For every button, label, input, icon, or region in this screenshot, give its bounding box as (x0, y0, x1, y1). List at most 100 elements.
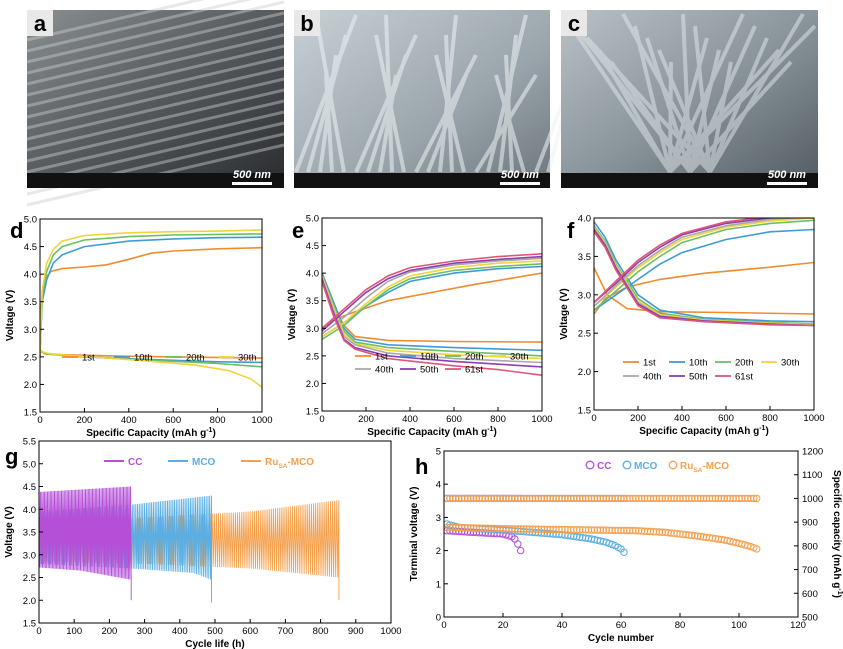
sem-texture-stroke (688, 25, 757, 173)
x-tick-label: 60 (616, 620, 627, 631)
right-axis-tick-label: 700 (802, 565, 818, 576)
legend-label-40th: 40th (643, 372, 662, 383)
plot-area (40, 229, 262, 388)
capacity-point-Ru-MCO (623, 494, 631, 503)
y-tick-label: 2.5 (24, 352, 37, 363)
sem-texture-stroke (668, 37, 709, 173)
sem-texture-stroke (668, 13, 745, 173)
voltage-point-Ru-MCO (466, 524, 475, 532)
legend: CC MCO RuSA-MCO (585, 460, 729, 474)
legend-label-30th: 30th (781, 358, 800, 369)
y-axis-label: Voltage (V) (287, 289, 298, 340)
sem-texture-stroke (633, 25, 672, 173)
y-tick-label: 4.5 (24, 242, 37, 253)
series-1st-charge (322, 272, 542, 329)
x-tick-label: 400 (121, 415, 137, 426)
sem-texture-stroke (426, 74, 468, 173)
voltage-point-MCO (573, 533, 581, 541)
series-61st-discharge (594, 231, 814, 327)
x-axis-label: Cycle life (h) (185, 639, 244, 649)
y-tick-label: 1.5 (23, 619, 36, 630)
y-tick-label: 2.0 (23, 596, 36, 607)
voltage-point-Ru-MCO (691, 532, 699, 540)
capacity-point-Ru-MCO (564, 494, 572, 503)
y-tick-label: 3.5 (306, 296, 319, 307)
capacity-point-Ru-MCO (682, 494, 690, 503)
sem-texture-stroke (26, 0, 253, 53)
y-tick-label: 2.0 (306, 379, 319, 390)
legend-label-1st: 1st (643, 358, 656, 369)
y-tick-label: 3.5 (578, 252, 591, 263)
x-tick-label: 800 (762, 413, 778, 424)
y-tick-label: 4.0 (23, 505, 36, 516)
chart-g: g CC MCO RuSA-MCO 0 100 200 300 400 500 600 700 800 9… (4, 437, 402, 649)
capacity-point-Ru-MCO (593, 494, 602, 503)
legend: 1st 10th 20th 30th 40th 50th 61st (623, 358, 800, 383)
sem-texture-stroke (26, 44, 285, 108)
capacity-point-Ru-MCO (537, 494, 546, 503)
capacity-point-Ru-MCO (720, 494, 728, 503)
sem-texture-stroke (314, 14, 346, 173)
y-tick-label: 3.5 (24, 297, 37, 308)
plot-frame (39, 218, 263, 413)
series-1st-charge (40, 246, 262, 357)
y-axis-label: Terminal voltage (V) (409, 487, 420, 582)
y-tick-label: 4.5 (23, 482, 36, 493)
capacity-point-Ru-MCO (723, 494, 731, 503)
legend-label-30th: 30th (238, 353, 257, 364)
y-tick-label: 2.0 (24, 380, 37, 391)
panel-letter-d: d (10, 218, 23, 243)
voltage-point-Ru-MCO (632, 527, 640, 535)
legend-label-1st: 1st (82, 353, 95, 364)
capacity-point-Ru-MCO (534, 494, 543, 503)
x-tick-label: 200 (76, 415, 92, 426)
legend-label-50th: 50th (689, 372, 708, 383)
sem-texture-stroke (668, 24, 817, 174)
voltage-point-Ru-MCO (573, 526, 581, 534)
legend-label-end: -MCO (287, 457, 314, 468)
x-tick-label: 200 (630, 413, 646, 424)
series-10th-discharge (594, 221, 814, 323)
right-axis-tick-label: 500 (802, 613, 818, 624)
series-20th-charge (594, 219, 814, 311)
capacity-point-Ru-MCO (738, 494, 746, 503)
y-tick-label: 4 (436, 480, 441, 491)
x-tick-label: 800 (313, 626, 329, 637)
voltage-point-CC (514, 540, 522, 548)
sem-texture-stroke (708, 12, 805, 174)
x-axis-label-sup: -1 (206, 427, 212, 434)
sem-texture-stroke (434, 54, 466, 173)
x-tick-label: 900 (348, 626, 364, 637)
panel-letter-e: e (292, 218, 304, 243)
sem-texture-stroke (657, 49, 712, 173)
x-tick-label: 120 (790, 620, 806, 631)
chart-e: e 1st 10th 20th 30th 40th 50th 61st 0 200 400 600 80… (287, 214, 553, 439)
x-tick-label: 800 (490, 414, 506, 425)
plot-frame (593, 217, 815, 411)
x-tick-label: 0 (36, 626, 41, 637)
x-tick-label: 20 (498, 620, 509, 631)
sem-texture-stroke (561, 12, 672, 174)
y-tick-label: 5.0 (23, 459, 36, 470)
x-tick-label: 1000 (380, 626, 401, 637)
x-tick-label: 500 (207, 626, 223, 637)
series-CC (39, 486, 132, 601)
sem-image-c: 500 nm c (561, 10, 818, 188)
capacity-point-Ru-MCO (466, 494, 475, 503)
chart-f: f 1st 10th 20th 30th 40th 50th 61st 0 200 400 600 80… (559, 214, 825, 438)
right-axis-label: Specific capacity (mAh g-1) (831, 470, 843, 598)
x-tick-label: 100 (66, 626, 82, 637)
capacity-point-Ru-MCO (543, 494, 551, 503)
voltage-point-Ru-MCO (543, 525, 551, 534)
legend-label-MCO: MCO (192, 457, 216, 468)
sem-texture-stroke (26, 99, 285, 163)
series-1st-charge (594, 261, 814, 315)
panel-letter-f: f (567, 218, 575, 243)
capacity-point-Ru-MCO (661, 494, 669, 503)
sem-texture-stroke (26, 11, 285, 75)
sem-texture-stroke (26, 110, 285, 174)
sem-texture-stroke (26, 66, 285, 130)
right-axis-tick-label: 1100 (802, 470, 822, 481)
x-tick-label: 100 (731, 620, 747, 631)
series-20th-charge (40, 233, 262, 352)
